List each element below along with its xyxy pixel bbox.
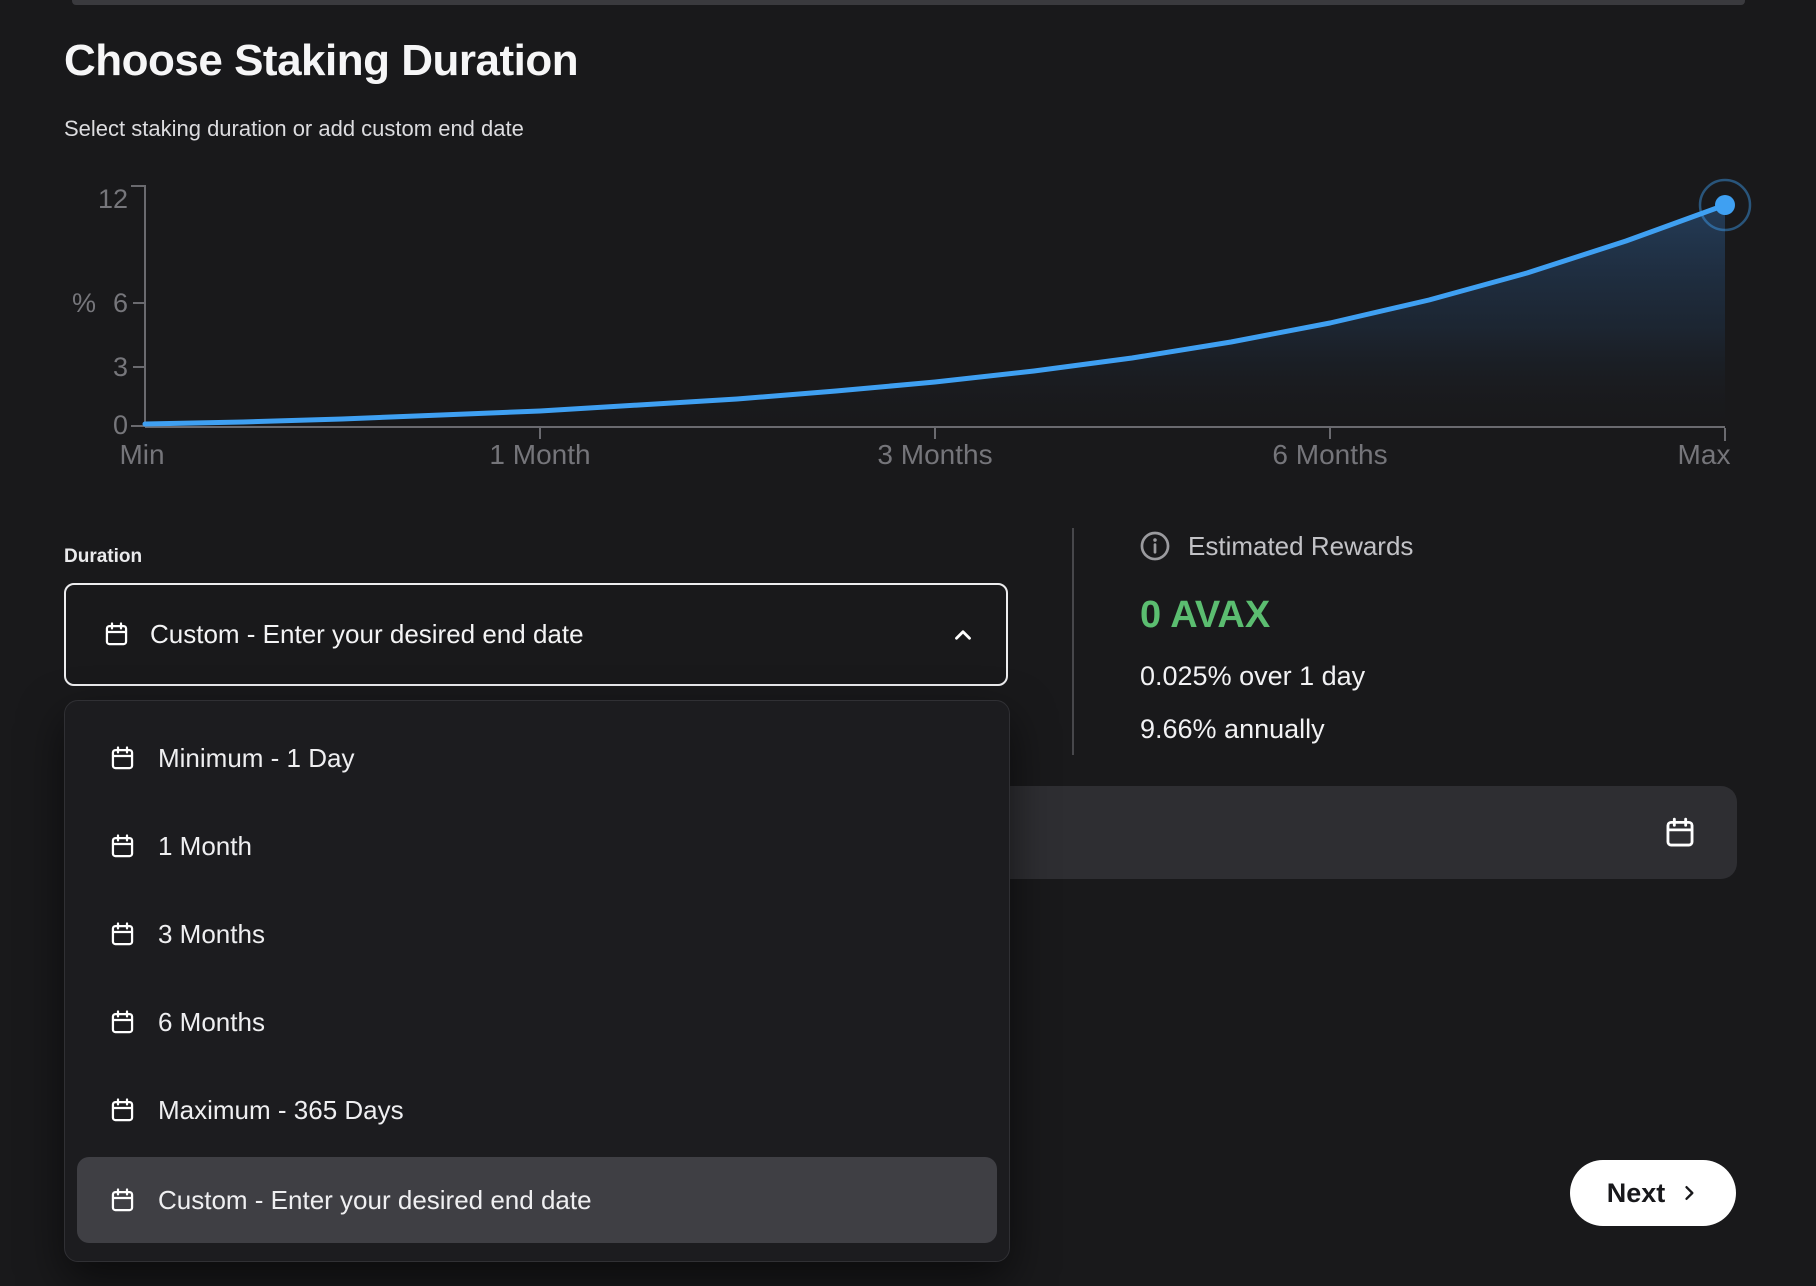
- estimated-rewards-header: Estimated Rewards: [1138, 529, 1413, 563]
- estimated-rewards-label: Estimated Rewards: [1188, 530, 1414, 561]
- menu-item-label: 3 Months: [158, 918, 265, 949]
- calendar-icon: [109, 833, 136, 860]
- vertical-divider: [1072, 528, 1074, 755]
- next-button-label: Next: [1606, 1177, 1666, 1208]
- menu-item-label: Custom - Enter your desired end date: [158, 1184, 592, 1215]
- menu-item-custom-end-date[interactable]: Custom - Enter your desired end date: [65, 1156, 1009, 1244]
- menu-item-label: 6 Months: [158, 1006, 265, 1037]
- chart-endpoint-ring: [1698, 178, 1752, 232]
- estimated-rewards-amount: 0 AVAX: [1140, 594, 1271, 636]
- rewards-rate-period: 0.025% over 1 day: [1140, 661, 1366, 691]
- top-edge-divider: [72, 0, 1745, 5]
- y-tick-6: 6: [112, 288, 128, 318]
- x-tick-min: Min: [119, 439, 165, 470]
- y-axis-label: %: [72, 288, 97, 318]
- date-picker-button[interactable]: [1663, 816, 1697, 850]
- x-tick-1-month: 1 Month: [489, 439, 591, 470]
- y-tick-12: 12: [97, 184, 128, 214]
- x-tick-6-months: 6 Months: [1272, 439, 1388, 470]
- y-tick-3: 3: [112, 352, 128, 382]
- chevron-right-icon: [1685, 1186, 1694, 1200]
- menu-item-maximum-365-days[interactable]: Maximum - 365 Days: [65, 1066, 1009, 1154]
- chart-reward-curve: [142, 202, 1728, 427]
- info-icon[interactable]: [1138, 529, 1172, 563]
- menu-item-6-months[interactable]: 6 Months: [65, 978, 1009, 1066]
- duration-dropdown-menu: Minimum - 1 Day 1 Month 3 Months 6 Month…: [64, 700, 1010, 1262]
- x-tick-3-months: 3 Months: [877, 439, 993, 470]
- chart-axes: [131, 185, 1726, 441]
- calendar-icon: [109, 1187, 136, 1214]
- next-button[interactable]: Next: [1570, 1160, 1736, 1226]
- calendar-icon: [1663, 816, 1697, 850]
- calendar-icon: [103, 621, 130, 648]
- duration-field-label: Duration: [64, 546, 143, 567]
- duration-select[interactable]: Custom - Enter your desired end date: [64, 583, 1008, 686]
- calendar-icon: [109, 745, 136, 772]
- duration-selected-value: Custom - Enter your desired end date: [150, 619, 584, 649]
- menu-item-label: Minimum - 1 Day: [158, 742, 355, 773]
- menu-item-minimum-1-day[interactable]: Minimum - 1 Day: [65, 714, 1009, 802]
- menu-item-label: Maximum - 365 Days: [158, 1094, 404, 1125]
- page-title: Choose Staking Duration: [64, 36, 579, 85]
- y-tick-0: 0: [112, 410, 128, 440]
- menu-item-3-months[interactable]: 3 Months: [65, 890, 1009, 978]
- x-tick-max: Max: [1677, 439, 1731, 470]
- chart-endpoint-dot: [1715, 195, 1735, 215]
- chevron-up-icon: [955, 629, 971, 640]
- page-subtitle: Select staking duration or add custom en…: [64, 116, 524, 141]
- calendar-icon: [109, 1009, 136, 1036]
- menu-item-label: 1 Month: [158, 830, 252, 861]
- menu-item-1-month[interactable]: 1 Month: [65, 802, 1009, 890]
- calendar-icon: [109, 1097, 136, 1124]
- rewards-rate-annual: 9.66% annually: [1140, 714, 1325, 744]
- chart-area-fill: [145, 205, 1725, 426]
- calendar-icon: [109, 921, 136, 948]
